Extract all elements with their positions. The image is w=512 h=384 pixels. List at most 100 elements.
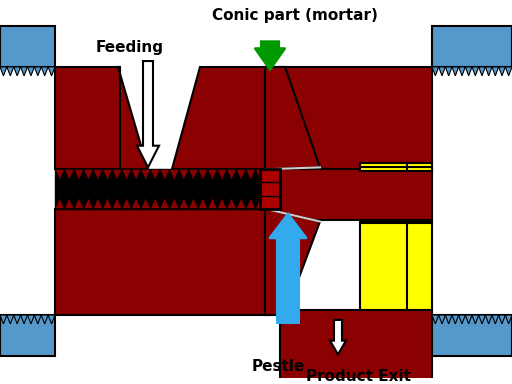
Polygon shape	[255, 198, 265, 209]
Polygon shape	[132, 169, 141, 180]
Polygon shape	[132, 198, 141, 209]
Polygon shape	[432, 315, 439, 324]
Polygon shape	[20, 67, 28, 76]
Polygon shape	[179, 198, 188, 209]
Polygon shape	[0, 67, 7, 76]
Polygon shape	[479, 315, 485, 324]
Polygon shape	[472, 315, 479, 324]
Polygon shape	[122, 198, 132, 209]
Polygon shape	[217, 169, 227, 180]
Polygon shape	[499, 315, 505, 324]
Bar	[432, 26, 512, 67]
Polygon shape	[269, 214, 307, 323]
Polygon shape	[179, 169, 188, 180]
Polygon shape	[141, 169, 151, 180]
Polygon shape	[472, 67, 479, 76]
Polygon shape	[151, 198, 160, 209]
Text: Conic part (mortar): Conic part (mortar)	[212, 8, 378, 23]
Polygon shape	[41, 67, 48, 76]
Polygon shape	[74, 198, 83, 209]
Polygon shape	[169, 198, 179, 209]
Polygon shape	[141, 198, 151, 209]
Bar	[55, 67, 120, 169]
Polygon shape	[20, 315, 28, 324]
Polygon shape	[65, 198, 74, 209]
Polygon shape	[485, 315, 492, 324]
Bar	[260, 169, 280, 209]
Polygon shape	[459, 315, 465, 324]
Polygon shape	[103, 198, 112, 209]
Polygon shape	[112, 169, 122, 180]
Polygon shape	[160, 169, 169, 180]
Polygon shape	[445, 315, 452, 324]
Polygon shape	[14, 315, 20, 324]
Bar	[360, 223, 432, 310]
Polygon shape	[188, 169, 198, 180]
Polygon shape	[237, 169, 246, 180]
Text: Product Exit: Product Exit	[306, 369, 411, 384]
Polygon shape	[439, 67, 445, 76]
Polygon shape	[330, 320, 346, 354]
Polygon shape	[465, 67, 472, 76]
Polygon shape	[254, 41, 285, 70]
Polygon shape	[198, 169, 208, 180]
Polygon shape	[432, 67, 439, 76]
Polygon shape	[0, 315, 7, 324]
Bar	[360, 220, 432, 222]
Polygon shape	[237, 198, 246, 209]
Polygon shape	[198, 198, 208, 209]
Polygon shape	[48, 67, 55, 76]
Polygon shape	[465, 315, 472, 324]
Polygon shape	[65, 169, 74, 180]
Polygon shape	[227, 169, 237, 180]
Polygon shape	[452, 315, 459, 324]
Bar	[55, 209, 265, 315]
Text: Pestle: Pestle	[251, 359, 305, 374]
Bar	[0, 315, 55, 356]
Polygon shape	[505, 315, 512, 324]
Polygon shape	[103, 169, 112, 180]
Polygon shape	[122, 169, 132, 180]
Polygon shape	[112, 198, 122, 209]
Polygon shape	[34, 315, 41, 324]
Polygon shape	[7, 315, 14, 324]
Polygon shape	[172, 67, 265, 169]
Polygon shape	[499, 67, 505, 76]
Text: Feeding: Feeding	[96, 40, 164, 55]
Polygon shape	[118, 67, 148, 169]
Polygon shape	[83, 198, 93, 209]
Polygon shape	[137, 61, 159, 167]
Polygon shape	[41, 315, 48, 324]
Polygon shape	[246, 169, 255, 180]
Bar	[280, 67, 432, 174]
Polygon shape	[93, 198, 103, 209]
Polygon shape	[28, 67, 34, 76]
Polygon shape	[492, 67, 499, 76]
Bar	[280, 310, 432, 384]
Polygon shape	[55, 198, 65, 209]
Polygon shape	[188, 198, 198, 209]
Polygon shape	[485, 67, 492, 76]
Polygon shape	[34, 67, 41, 76]
Polygon shape	[7, 67, 14, 76]
Bar	[360, 164, 432, 171]
Polygon shape	[93, 169, 103, 180]
Polygon shape	[160, 198, 169, 209]
Polygon shape	[208, 198, 217, 209]
Polygon shape	[265, 209, 320, 315]
Polygon shape	[74, 169, 83, 180]
Polygon shape	[246, 198, 255, 209]
Polygon shape	[505, 67, 512, 76]
Polygon shape	[48, 315, 55, 324]
Polygon shape	[28, 315, 34, 324]
Bar	[0, 26, 55, 67]
Polygon shape	[265, 67, 320, 169]
Bar	[55, 169, 265, 209]
Bar	[280, 169, 432, 220]
Polygon shape	[151, 169, 160, 180]
Bar	[432, 315, 512, 356]
Polygon shape	[208, 169, 217, 180]
Polygon shape	[492, 315, 499, 324]
Polygon shape	[169, 169, 179, 180]
Polygon shape	[452, 67, 459, 76]
